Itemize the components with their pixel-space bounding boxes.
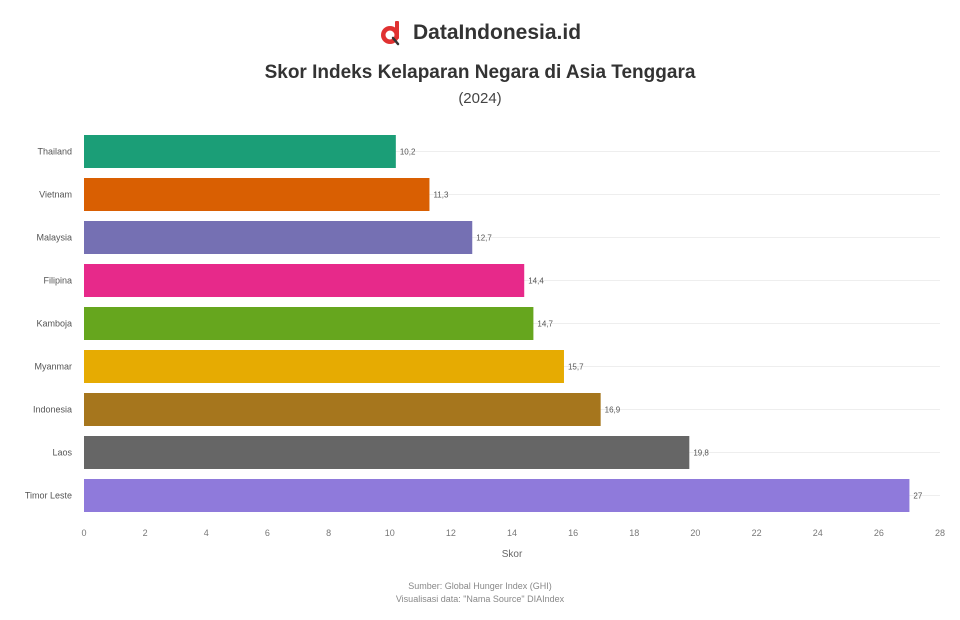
category-label: Laos [52,448,72,458]
value-label: 19,8 [693,449,709,458]
bar [84,135,396,168]
bar [84,436,690,469]
bar [84,393,601,426]
bar [84,307,534,340]
x-tick-label: 20 [690,528,700,538]
x-tick-label: 8 [326,528,331,538]
x-tick-label: 12 [446,528,456,538]
value-label: 10,2 [400,148,416,157]
bar [84,350,564,383]
value-label: 27 [913,492,922,501]
x-tick-label: 4 [204,528,209,538]
value-label: 11,3 [433,191,449,200]
x-tick-label: 0 [81,528,86,538]
x-tick-label: 14 [507,528,517,538]
dataindonesia-logo-icon [380,21,400,46]
chart-title: Skor Indeks Kelaparan Negara di Asia Ten… [264,62,696,83]
bar [84,178,430,211]
category-label: Malaysia [36,233,72,243]
brand-name: DataIndonesia.id [412,21,582,44]
value-label: 12,7 [476,234,492,243]
credit-note: Visualisasi data: "Nama Source" DIAIndex [395,594,565,604]
x-tick-label: 22 [752,528,762,538]
x-tick-label: 24 [813,528,823,538]
category-label: Timor Leste [25,491,72,501]
category-label: Vietnam [39,190,72,200]
bar [84,221,473,254]
brand-header: DataIndonesia.id [0,20,960,46]
x-tick-label: 18 [629,528,639,538]
x-tick-label: 10 [385,528,395,538]
value-label: 14,7 [537,320,553,329]
chart-subtitle: (2024) [458,90,502,107]
chart-footer: Sumber: Global Hunger Index (GHI) Visual… [0,580,960,606]
value-label: 15,7 [568,363,584,372]
x-axis-label: Skor [502,549,523,560]
category-label: Indonesia [33,405,72,415]
x-tick-label: 16 [568,528,578,538]
x-tick-label: 6 [265,528,270,538]
x-tick-label: 2 [143,528,148,538]
bar [84,264,525,297]
x-tick-label: 26 [874,528,884,538]
x-tick-label: 28 [935,528,945,538]
source-note: Sumber: Global Hunger Index (GHI) [408,581,552,591]
value-label: 14,4 [528,277,544,286]
bar [84,479,910,512]
category-label: Thailand [37,147,72,157]
category-label: Kamboja [36,319,72,329]
value-label: 16,9 [605,406,621,415]
category-label: Myanmar [34,362,72,372]
bars [84,135,910,512]
category-label: Filipina [43,276,72,286]
